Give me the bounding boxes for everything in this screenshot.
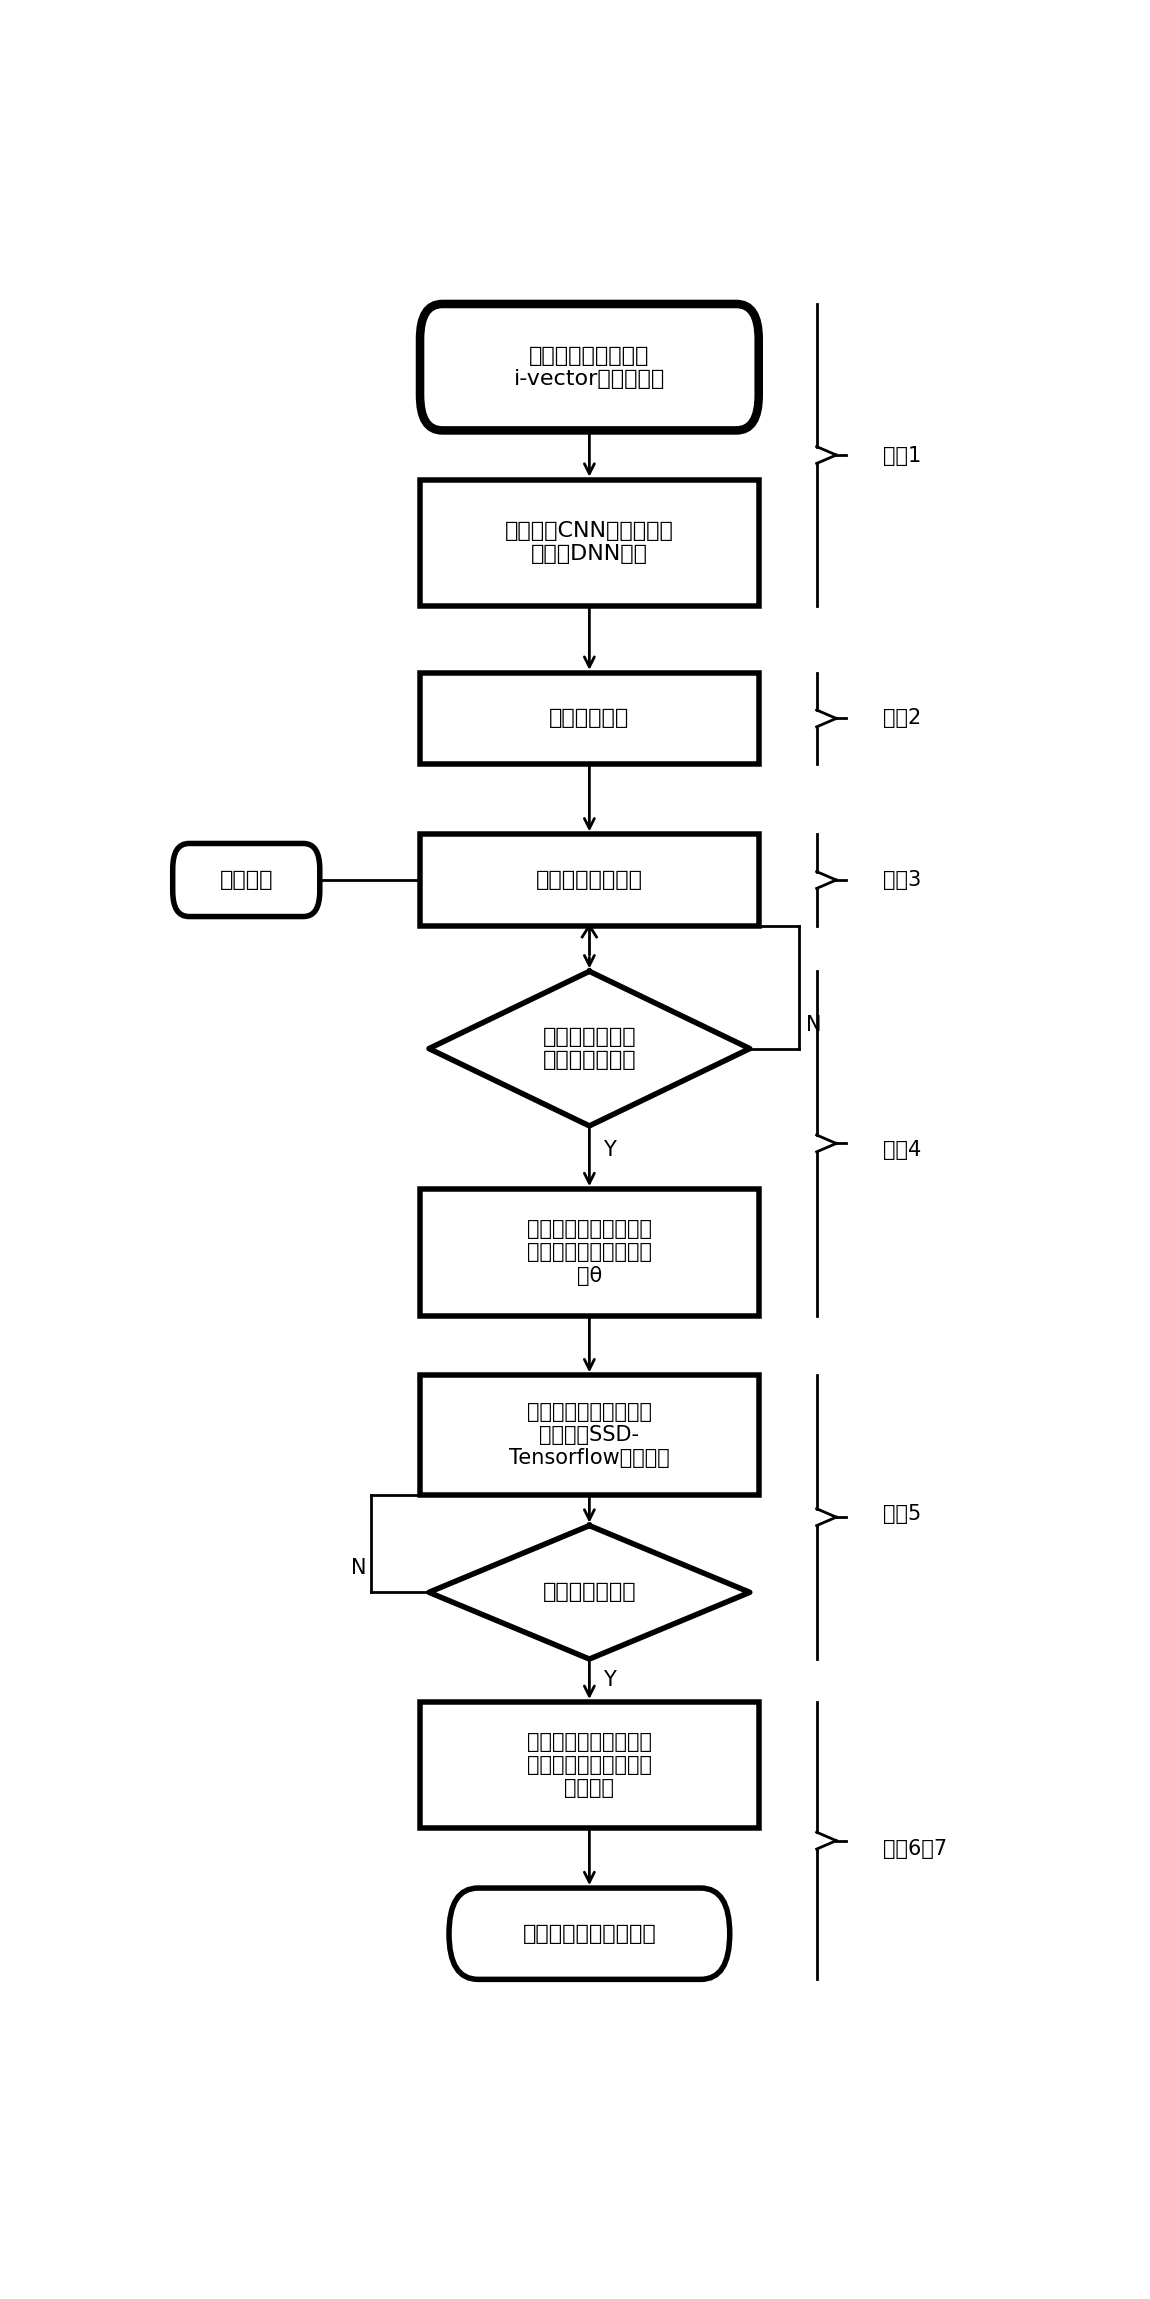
Text: 步骤5: 步骤5 xyxy=(883,1504,922,1524)
Bar xyxy=(420,835,759,926)
Text: 待识别说话人图像和
i-vector特征数据库: 待识别说话人图像和 i-vector特征数据库 xyxy=(514,345,665,389)
Text: 采集环境音频功率: 采集环境音频功率 xyxy=(536,869,643,890)
Bar xyxy=(420,1701,759,1828)
Text: 声源信号: 声源信号 xyxy=(220,869,273,890)
Text: 步骤2: 步骤2 xyxy=(883,708,922,729)
Text: N: N xyxy=(806,1014,821,1035)
Text: 粗略计算声源坐标和与
相机镜头在水平面的夹
角θ: 粗略计算声源坐标和与 相机镜头在水平面的夹 角θ xyxy=(527,1218,652,1285)
Text: Y: Y xyxy=(603,1140,615,1161)
Text: Y: Y xyxy=(603,1671,615,1690)
Text: 将声源旋转到相机视野
内，进行SSD-
Tensorflow物体识别: 将声源旋转到相机视野 内，进行SSD- Tensorflow物体识别 xyxy=(509,1402,669,1469)
Text: 构建硬件结构: 构建硬件结构 xyxy=(550,708,629,729)
FancyBboxPatch shape xyxy=(448,1887,730,1979)
Text: 步骤4: 步骤4 xyxy=(883,1140,922,1159)
Bar xyxy=(420,1375,759,1494)
Text: 视野内存在人体: 视野内存在人体 xyxy=(543,1582,636,1602)
Text: 步骤3: 步骤3 xyxy=(883,869,922,890)
Text: 图像识别CNN模型和说话
人识别DNN模型: 图像识别CNN模型和说话 人识别DNN模型 xyxy=(505,522,674,566)
Bar xyxy=(420,674,759,763)
Text: 步骤6、7: 步骤6、7 xyxy=(883,1839,948,1860)
Bar xyxy=(420,1189,759,1315)
Text: 说话人身份与精确位置: 说话人身份与精确位置 xyxy=(522,1924,657,1943)
FancyBboxPatch shape xyxy=(172,844,320,917)
Text: 进行模式识别和双目定
位，确认说话人身份与
准确位置: 进行模式识别和双目定 位，确认说话人身份与 准确位置 xyxy=(527,1731,652,1798)
Text: 步骤1: 步骤1 xyxy=(883,446,922,467)
Text: 当前功率与环境
功率差大于阈值: 当前功率与环境 功率差大于阈值 xyxy=(543,1028,636,1071)
Bar xyxy=(420,480,759,607)
FancyBboxPatch shape xyxy=(420,303,759,430)
Text: N: N xyxy=(351,1559,367,1577)
